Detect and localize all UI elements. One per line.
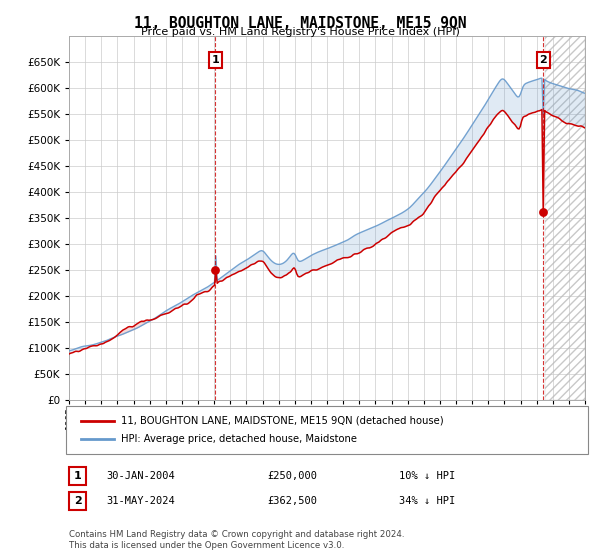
Text: 2: 2 [74, 496, 82, 506]
Point [211, 266, 220, 275]
Text: 10% ↓ HPI: 10% ↓ HPI [399, 471, 455, 481]
Text: 11, BOUGHTON LANE, MAIDSTONE, ME15 9QN (detached house): 11, BOUGHTON LANE, MAIDSTONE, ME15 9QN (… [121, 416, 444, 426]
Text: 30-JAN-2004: 30-JAN-2004 [106, 471, 175, 481]
Text: £362,500: £362,500 [267, 496, 317, 506]
Text: Price paid vs. HM Land Registry's House Price Index (HPI): Price paid vs. HM Land Registry's House … [140, 27, 460, 37]
Text: 31-MAY-2024: 31-MAY-2024 [106, 496, 175, 506]
Text: £250,000: £250,000 [267, 471, 317, 481]
Text: 1: 1 [212, 55, 220, 65]
Text: 34% ↓ HPI: 34% ↓ HPI [399, 496, 455, 506]
Text: 11, BOUGHTON LANE, MAIDSTONE, ME15 9QN: 11, BOUGHTON LANE, MAIDSTONE, ME15 9QN [134, 16, 466, 31]
Text: HPI: Average price, detached house, Maidstone: HPI: Average price, detached house, Maid… [121, 434, 357, 444]
Text: Contains HM Land Registry data © Crown copyright and database right 2024.
This d: Contains HM Land Registry data © Crown c… [69, 530, 404, 550]
Point [539, 207, 548, 216]
Text: 2: 2 [539, 55, 547, 65]
Text: 1: 1 [74, 471, 82, 481]
